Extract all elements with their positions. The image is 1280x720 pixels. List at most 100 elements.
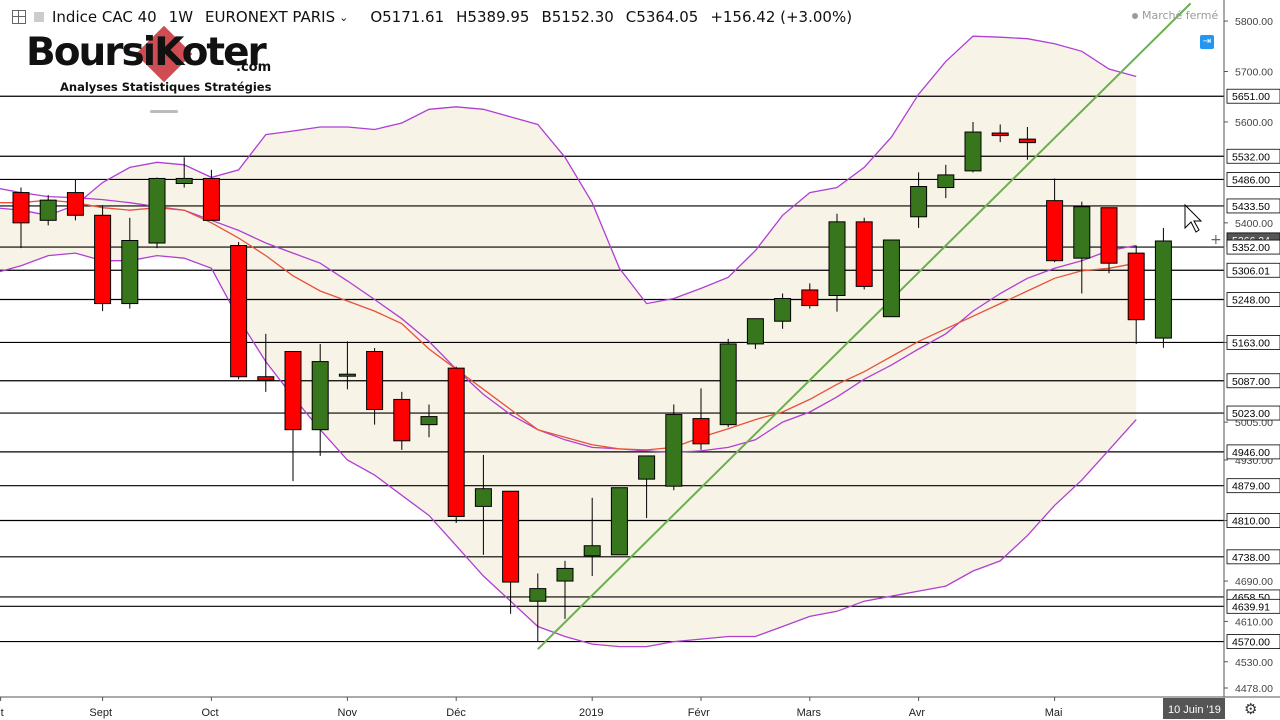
- price-level-label: 5352.00: [1232, 242, 1270, 254]
- symbol-name[interactable]: Indice CAC 40: [52, 8, 157, 26]
- price-level-label: 4738.00: [1232, 552, 1270, 564]
- price-level-label: 4810.00: [1232, 516, 1270, 528]
- price-level-label: 4946.00: [1232, 447, 1270, 459]
- candle-body: [447, 367, 465, 517]
- price-level-label-box: [1226, 405, 1280, 421]
- price-level-label: 5248.00: [1232, 295, 1270, 307]
- candle-body: [937, 174, 955, 189]
- candle-body: [366, 350, 384, 411]
- candle-body: [638, 455, 656, 480]
- price-tick-label: 4690.00: [1235, 576, 1273, 588]
- price-level-label-box: [1226, 172, 1280, 187]
- price-level-label-box: [1226, 513, 1280, 528]
- price-level-label: 4879.00: [1232, 481, 1270, 493]
- status-dot-icon: [1132, 13, 1138, 19]
- candle-body: [1046, 200, 1064, 262]
- high-value: H5389.95: [456, 8, 530, 26]
- price-level-label: 5433.50: [1232, 201, 1270, 213]
- candle-body: [855, 221, 873, 287]
- candle-body: [338, 373, 356, 377]
- price-level-label-box: [1226, 88, 1280, 104]
- candle-body: [284, 350, 302, 431]
- price-tick-label: 5600.00: [1235, 117, 1273, 129]
- trendline: [537, 2, 1192, 650]
- time-tick-label: 2019: [579, 707, 603, 719]
- crosshair-plus-icon: +: [1210, 232, 1222, 248]
- candle-body: [529, 588, 547, 602]
- flag-icon[interactable]: [34, 12, 44, 22]
- price-level-label-box: [1226, 148, 1280, 164]
- price-level-label-box: [1226, 444, 1280, 460]
- price-level-label: 5023.00: [1232, 408, 1270, 420]
- price-tick-label: 4478.00: [1235, 683, 1273, 695]
- candle-body: [474, 488, 492, 507]
- candle-body: [1018, 138, 1036, 144]
- candle-body: [230, 245, 248, 378]
- change-value: +156.42 (+3.00%): [710, 8, 853, 26]
- market-status-text: Marché fermé: [1142, 9, 1219, 22]
- candle-body: [1073, 206, 1091, 259]
- bollinger-band-fill: [0, 36, 1137, 647]
- logo-tagline: Analyses Statistiques Stratégies: [60, 80, 272, 94]
- chevron-down-icon[interactable]: ⌄: [339, 10, 349, 24]
- price-level-label-box: [1226, 198, 1280, 214]
- price-tick-label: 4610.00: [1235, 616, 1273, 628]
- price-level-label-box: [1226, 634, 1280, 649]
- candle-body: [94, 214, 112, 305]
- candle-body: [12, 192, 30, 224]
- time-tick-label: Mai: [1045, 707, 1063, 719]
- mouse-cursor-icon: [1184, 203, 1203, 233]
- time-tick-label: Mars: [797, 707, 822, 719]
- price-level-label-box: [1226, 478, 1280, 494]
- candle-body: [202, 177, 220, 221]
- price-level-label: 5306.01: [1232, 265, 1270, 277]
- price-tick-label: 5800.00: [1235, 16, 1273, 28]
- candle-body: [257, 376, 275, 381]
- logo-brand: BoursiKoter: [26, 30, 267, 75]
- candle-body: [175, 177, 193, 184]
- candle-body: [66, 192, 84, 216]
- market-status: Marché fermé: [1132, 9, 1218, 22]
- price-level-label-box: [1226, 239, 1280, 255]
- candle-body: [420, 416, 438, 426]
- price-tick-label: 4530.00: [1235, 657, 1273, 669]
- candle-body: [1127, 252, 1145, 321]
- scroll-to-realtime-button[interactable]: ⇥: [1200, 35, 1214, 49]
- candle-body: [1100, 207, 1118, 264]
- price-tick-label: 5700.00: [1235, 66, 1273, 78]
- boursikoter-logo: BoursiKoter .com Analyses Statistiques S…: [26, 25, 276, 116]
- exchange[interactable]: EURONEXT PARIS: [205, 8, 336, 26]
- time-tick-label: Oct: [202, 707, 219, 719]
- price-level-label-box: [1226, 373, 1280, 389]
- candle-body: [692, 418, 710, 445]
- price-level-label-box: [1226, 598, 1280, 614]
- candle-body: [311, 361, 329, 431]
- candle-body: [556, 567, 574, 582]
- time-tick-label: t: [1, 707, 4, 719]
- logo-domain: .com: [236, 60, 272, 75]
- candle-body: [583, 545, 601, 557]
- price-level-label: 4639.91: [1232, 601, 1270, 613]
- candle-body: [610, 487, 628, 556]
- moving-average-line: [0, 199, 1137, 451]
- candle-body: [828, 221, 846, 296]
- candle-body: [774, 298, 792, 322]
- candle-body: [801, 289, 819, 307]
- candle-body: [719, 343, 737, 426]
- candle-body: [882, 239, 900, 318]
- date-label: 10 Juin '19: [1168, 704, 1221, 716]
- price-level-label: 5087.00: [1232, 376, 1270, 388]
- price-level-label-box: [1226, 262, 1280, 278]
- interval[interactable]: 1W: [168, 8, 194, 26]
- candle-body: [910, 186, 928, 218]
- symbol-header: Indice CAC 40 1W EURONEXT PARIS ⌄ O5171.…: [0, 0, 864, 34]
- candle-body: [991, 132, 1009, 137]
- gear-icon[interactable]: ⚙: [1244, 701, 1258, 718]
- candle-body: [148, 177, 166, 244]
- bollinger-lower-line: [0, 252, 1137, 648]
- open-value: O5171.61: [370, 8, 445, 26]
- time-tick-label: Déc: [446, 707, 466, 719]
- price-level-label-box: [1226, 292, 1280, 307]
- expand-icon[interactable]: [12, 10, 26, 24]
